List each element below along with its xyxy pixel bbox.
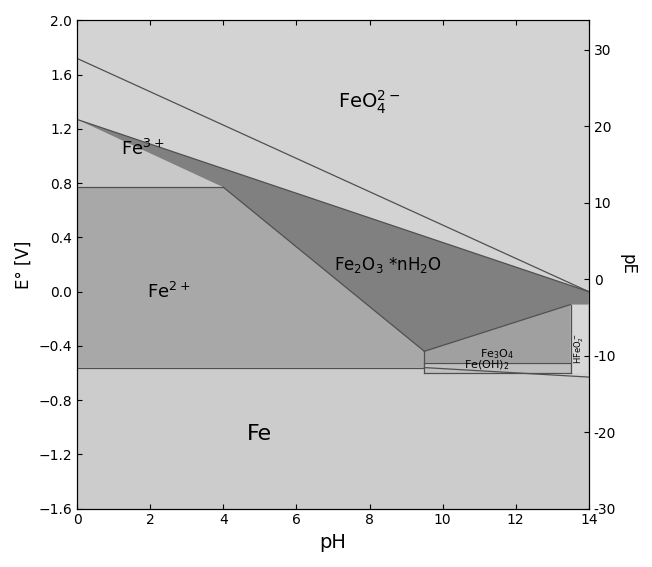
Text: Fe: Fe: [247, 424, 273, 444]
Polygon shape: [570, 304, 589, 373]
Text: HFeO$_2^-$: HFeO$_2^-$: [573, 333, 586, 364]
Polygon shape: [77, 367, 589, 509]
Text: Fe$_2$O$_3$ *nH$_2$O: Fe$_2$O$_3$ *nH$_2$O: [334, 255, 442, 274]
Polygon shape: [77, 120, 589, 352]
Text: Fe$^{3+}$: Fe$^{3+}$: [121, 139, 164, 159]
Y-axis label: E° [V]: E° [V]: [15, 240, 33, 289]
Text: Fe$_3$O$_4$: Fe$_3$O$_4$: [481, 347, 514, 361]
Polygon shape: [424, 363, 570, 373]
Polygon shape: [77, 187, 424, 367]
Text: FeO$_4^{2-}$: FeO$_4^{2-}$: [338, 88, 400, 116]
Polygon shape: [77, 120, 224, 187]
Text: Fe$^{2+}$: Fe$^{2+}$: [147, 282, 190, 302]
Text: Fe(OH)$_2$: Fe(OH)$_2$: [464, 359, 509, 373]
X-axis label: pH: pH: [319, 533, 346, 552]
Y-axis label: pE: pE: [619, 254, 637, 275]
Polygon shape: [424, 304, 570, 363]
